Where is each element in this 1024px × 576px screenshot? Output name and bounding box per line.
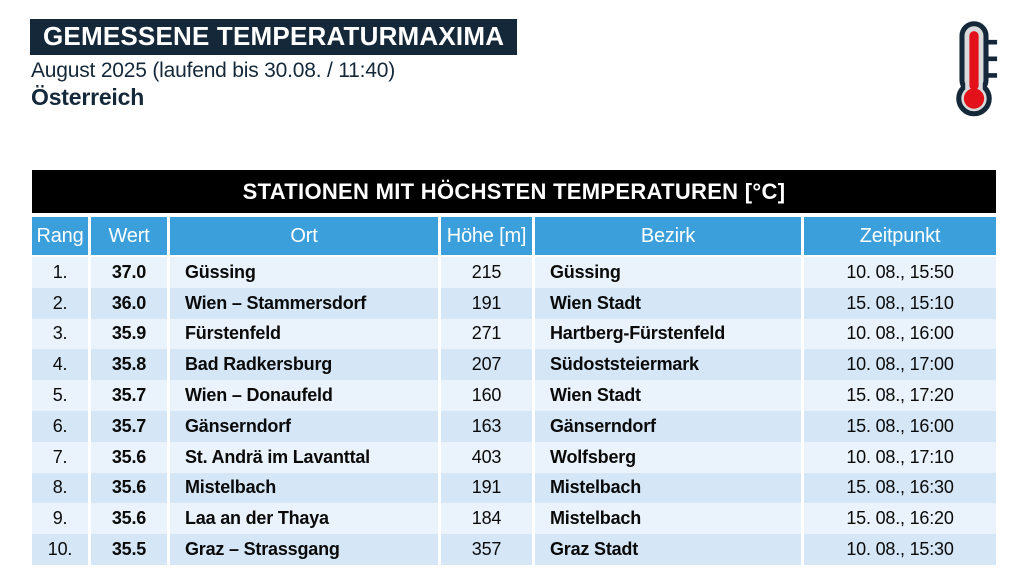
cell-hoehe: 191 <box>441 287 535 319</box>
column-header-hoehe: Höhe [m] <box>441 217 535 255</box>
cell-hoehe: 163 <box>441 410 535 442</box>
temperature-table: STATIONEN MIT HÖCHSTEN TEMPERATUREN [°C]… <box>32 170 996 565</box>
column-header-wert: Wert <box>91 217 170 255</box>
cell-bezirk: Wolfsberg <box>535 441 804 473</box>
cell-bezirk: Wien Stadt <box>535 287 804 319</box>
table-row: 5. 35.7 Wien – Donaufeld 160 Wien Stadt … <box>32 380 996 411</box>
cell-bezirk: Hartberg-Fürstenfeld <box>535 318 804 350</box>
cell-hoehe: 403 <box>441 441 535 473</box>
table-row: 6. 35.7 Gänserndorf 163 Gänserndorf 15. … <box>32 410 996 442</box>
table-row: 10. 35.5 Graz – Strassgang 357 Graz Stad… <box>32 534 996 565</box>
table-row: 2. 36.0 Wien – Stammersdorf 191 Wien Sta… <box>32 287 996 319</box>
thermometer-icon <box>956 21 998 117</box>
cell-wert: 35.7 <box>91 380 170 411</box>
cell-rang: 1. <box>32 257 91 288</box>
cell-zeitpunkt: 15. 08., 16:30 <box>846 477 954 498</box>
cell-hoehe: 207 <box>441 349 535 381</box>
region-label: Österreich <box>31 84 145 110</box>
cell-wert: 36.0 <box>91 287 170 319</box>
cell-bezirk: Mistelbach <box>535 503 804 535</box>
page-title: GEMESSENE TEMPERATURMAXIMA <box>30 19 518 55</box>
table-row: 3. 35.9 Fürstenfeld 271 Hartberg-Fürsten… <box>32 318 996 350</box>
cell-wert: 35.6 <box>91 503 170 535</box>
cell-bezirk: Graz Stadt <box>535 534 804 565</box>
table-row: 4. 35.8 Bad Radkersburg 207 Südoststeier… <box>32 349 996 381</box>
cell-bezirk: Wien Stadt <box>535 380 804 411</box>
table-row: 9. 35.6 Laa an der Thaya 184 Mistelbach … <box>32 503 996 535</box>
cell-zeitpunkt: 10. 08., 15:30 <box>846 539 954 560</box>
cell-wert: 35.6 <box>91 472 170 504</box>
cell-ort: Wien – Donaufeld <box>170 380 441 411</box>
cell-zeitpunkt: 10. 08., 17:10 <box>846 446 954 467</box>
cell-rang: 9. <box>32 503 91 535</box>
cell-hoehe: 215 <box>441 257 535 288</box>
table-title: STATIONEN MIT HÖCHSTEN TEMPERATUREN [°C] <box>32 170 996 213</box>
cell-ort: Mistelbach <box>170 472 441 504</box>
cell-zeitpunkt: 15. 08., 16:00 <box>846 415 954 436</box>
cell-zeitpunkt: 15. 08., 17:20 <box>846 385 954 406</box>
cell-hoehe: 271 <box>441 318 535 350</box>
cell-wert: 35.9 <box>91 318 170 350</box>
table-body: 1. 37.0 Güssing 215 Güssing 10. 08., 15:… <box>32 257 996 565</box>
cell-wert: 35.8 <box>91 349 170 381</box>
cell-bezirk: Mistelbach <box>535 472 804 504</box>
table-row: 7. 35.6 St. Andrä im Lavanttal 403 Wolfs… <box>32 441 996 473</box>
cell-ort: Graz – Strassgang <box>170 534 441 565</box>
cell-zeitpunkt: 10. 08., 16:00 <box>846 323 954 344</box>
cell-bezirk: Güssing <box>535 257 804 288</box>
cell-wert: 35.5 <box>91 534 170 565</box>
cell-hoehe: 184 <box>441 503 535 535</box>
column-header-rang: Rang <box>32 217 91 255</box>
cell-wert: 35.7 <box>91 410 170 442</box>
cell-ort: Laa an der Thaya <box>170 503 441 535</box>
cell-zeitpunkt: 10. 08., 17:00 <box>846 354 954 375</box>
cell-ort: Fürstenfeld <box>170 318 441 350</box>
table-row: 8. 35.6 Mistelbach 191 Mistelbach 15. 08… <box>32 472 996 504</box>
cell-rang: 6. <box>32 410 91 442</box>
cell-zeitpunkt: 15. 08., 16:20 <box>846 508 954 529</box>
cell-wert: 37.0 <box>91 257 170 288</box>
column-header-bezirk: Bezirk <box>535 217 804 255</box>
cell-rang: 3. <box>32 318 91 350</box>
column-header-ort: Ort <box>170 217 441 255</box>
cell-ort: St. Andrä im Lavanttal <box>170 441 441 473</box>
subtitle: August 2025 (laufend bis 30.08. / 11:40) <box>31 59 396 82</box>
cell-ort: Güssing <box>170 257 441 288</box>
cell-ort: Gänserndorf <box>170 410 441 442</box>
cell-bezirk: Gänserndorf <box>535 410 804 442</box>
cell-wert: 35.6 <box>91 441 170 473</box>
cell-rang: 10. <box>32 534 91 565</box>
column-header-zeitpunkt: Zeitpunkt <box>859 224 941 247</box>
cell-rang: 5. <box>32 380 91 411</box>
cell-hoehe: 357 <box>441 534 535 565</box>
table-header-row: Rang Wert Ort Höhe [m] Bezirk Zeitpunkt <box>32 217 996 255</box>
cell-rang: 7. <box>32 441 91 473</box>
cell-rang: 4. <box>32 349 91 381</box>
cell-hoehe: 191 <box>441 472 535 504</box>
cell-zeitpunkt: 15. 08., 15:10 <box>846 292 954 313</box>
cell-zeitpunkt: 10. 08., 15:50 <box>846 261 954 282</box>
cell-ort: Wien – Stammersdorf <box>170 287 441 319</box>
cell-rang: 2. <box>32 287 91 319</box>
cell-bezirk: Südoststeiermark <box>535 349 804 381</box>
cell-ort: Bad Radkersburg <box>170 349 441 381</box>
cell-rang: 8. <box>32 472 91 504</box>
cell-hoehe: 160 <box>441 380 535 411</box>
table-row: 1. 37.0 Güssing 215 Güssing 10. 08., 15:… <box>32 257 996 288</box>
